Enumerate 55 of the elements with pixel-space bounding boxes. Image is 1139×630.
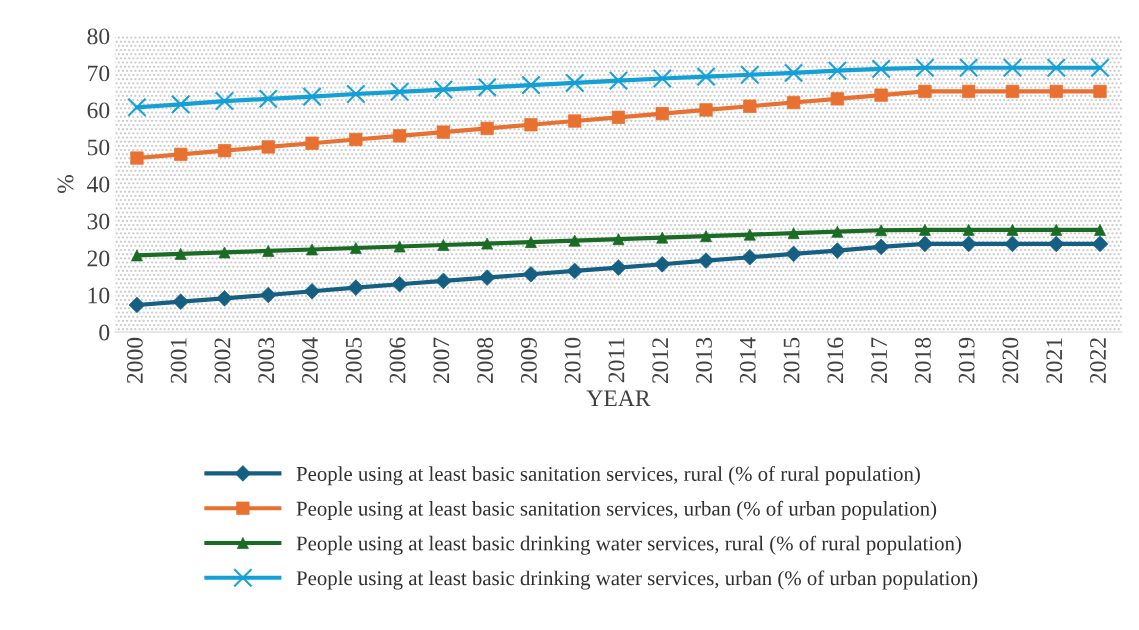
x-axis-title: YEAR: [586, 390, 651, 407]
x-tick-label: 2014: [739, 337, 756, 384]
y-tick-label: 40: [87, 176, 110, 193]
x-tick-label: 2019: [958, 337, 975, 384]
x-tick-label: 2017: [871, 337, 888, 384]
y-tick-label: 70: [88, 65, 110, 82]
point: [261, 140, 275, 154]
point: [568, 114, 582, 128]
point: [260, 286, 277, 304]
x-tick-label: 2007: [433, 337, 450, 384]
x-tick-label: 2006: [389, 337, 406, 384]
y-tick-label: 0: [99, 324, 110, 341]
point: [655, 107, 669, 121]
x-tick-label: 2005: [345, 337, 362, 384]
point: [174, 147, 188, 161]
x-tick-label: 2013: [696, 337, 712, 384]
x-tick-label: 2011: [608, 338, 625, 383]
point: [1048, 235, 1065, 253]
point: [217, 144, 232, 158]
x-tick-label: 2022: [1090, 338, 1106, 384]
point: [522, 266, 540, 283]
x-tick-label: 2020: [1002, 337, 1019, 384]
point: [480, 121, 494, 136]
x-tick-label: 2000: [126, 337, 143, 384]
point: [347, 279, 365, 296]
x-tick-label: 2002: [214, 338, 231, 384]
point: [303, 283, 321, 300]
x-tick-label: 2016: [827, 337, 844, 384]
y-tick-label: 30: [87, 213, 110, 230]
y-tick-label: 20: [87, 250, 110, 267]
point: [566, 262, 583, 280]
point: [478, 269, 496, 286]
y-axis-title: %: [57, 174, 74, 193]
legend-label: People using at least basic drinking water services, urban (% of urban population): [296, 570, 978, 590]
x-tick-label: 2004: [302, 337, 318, 384]
x-tick-label: 2003: [258, 337, 275, 384]
legend-label: People using at least basic drinking water services, rural (% of rural population): [296, 535, 961, 555]
point: [918, 84, 932, 99]
y-tick-label: 50: [87, 139, 110, 156]
point: [524, 118, 538, 132]
x-tick-label: 2008: [477, 337, 494, 384]
x-tick-label: 2001: [170, 338, 187, 384]
x-tick-label: 2021: [1046, 338, 1063, 384]
x-tick-label: 2018: [914, 337, 931, 384]
x-tick-label: 2015: [783, 337, 800, 384]
x-tick-label: 2010: [564, 337, 581, 384]
point: [611, 110, 626, 124]
x-tick-label: 2012: [652, 338, 669, 384]
legend-label: People using at least basic sanitation services, urban (% of urban population): [296, 500, 937, 520]
x-tick-label: 2009: [520, 337, 537, 384]
y-tick-label: 10: [88, 287, 110, 304]
y-tick-label: 80: [87, 28, 110, 45]
legend-label: People using at least basic sanitation services, rural (% of rural population): [296, 466, 920, 486]
y-tick-label: 60: [87, 102, 110, 119]
point: [1005, 84, 1020, 99]
